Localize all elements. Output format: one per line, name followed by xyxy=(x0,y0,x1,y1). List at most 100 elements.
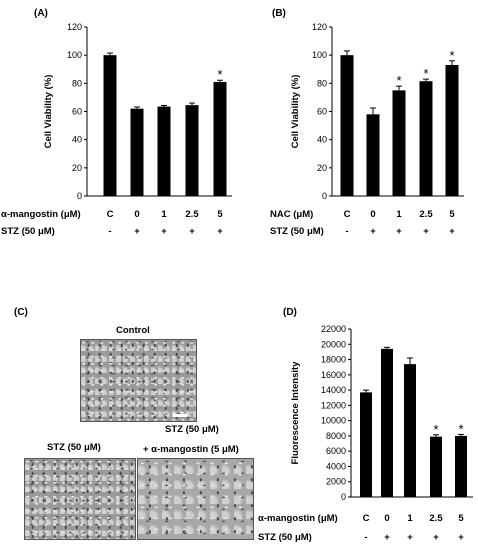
micrograph-label-stz-mangostin: + α-mangostin (5 μM) xyxy=(143,444,239,455)
y-tick-label: 100 xyxy=(312,50,327,60)
row-value: + xyxy=(384,532,390,543)
scale-bar xyxy=(173,414,188,417)
y-tick-label: 20 xyxy=(72,163,82,173)
micrograph-label-stz: STZ (50 μM) xyxy=(47,442,101,453)
y-tick-label: 2000 xyxy=(326,477,346,487)
row-value: 0 xyxy=(134,209,139,220)
bar-5 xyxy=(455,435,467,497)
y-axis-label: Cell Viability (%) xyxy=(43,75,54,149)
panel-label-c: (C) xyxy=(14,307,28,318)
significance-marker: * xyxy=(449,48,454,63)
row-value: + xyxy=(161,226,167,237)
row-value: + xyxy=(458,532,464,543)
significance-marker: * xyxy=(423,66,428,81)
row-value: 5 xyxy=(458,513,464,524)
y-tick-label: 8000 xyxy=(326,431,346,441)
significance-marker: * xyxy=(433,422,438,437)
row-value: 1 xyxy=(161,209,167,220)
bar-0 xyxy=(366,114,380,196)
row-value: + xyxy=(433,532,439,543)
y-tick-label: 80 xyxy=(317,78,327,88)
y-tick-label: 20000 xyxy=(321,339,346,349)
y-tick-label: 40 xyxy=(72,135,82,145)
bar-0 xyxy=(381,348,393,497)
y-tick-label: 120 xyxy=(67,22,82,32)
bar-2.5 xyxy=(185,105,199,196)
y-axis-label: Cell Viability (%) xyxy=(290,75,301,149)
y-tick-label: 80 xyxy=(72,78,82,88)
y-axis-label: Fluorescence Intensity xyxy=(290,361,301,465)
panel-label-d: (D) xyxy=(283,307,297,318)
row-value: 1 xyxy=(396,209,402,220)
row-value: - xyxy=(345,226,348,237)
y-tick-label: 6000 xyxy=(326,446,346,456)
bar-2.5 xyxy=(419,81,433,196)
bar-1 xyxy=(157,106,171,196)
row-value: + xyxy=(423,226,429,237)
y-tick-label: 20 xyxy=(317,163,327,173)
y-tick-label: 60 xyxy=(317,107,327,117)
row-value: C xyxy=(107,209,114,220)
significance-marker: * xyxy=(217,67,222,82)
bar-5 xyxy=(213,81,227,196)
panel-label-a: (A) xyxy=(34,8,48,19)
row-value: 0 xyxy=(370,209,375,220)
row-value: 2.5 xyxy=(185,209,199,220)
row-value: 5 xyxy=(449,209,455,220)
y-tick-label: 100 xyxy=(67,50,82,60)
row-value: + xyxy=(370,226,376,237)
significance-marker: * xyxy=(396,73,401,88)
row-value: 1 xyxy=(407,513,413,524)
y-tick-label: 0 xyxy=(341,492,346,502)
row-value: C xyxy=(363,513,370,524)
row-value: C xyxy=(344,209,351,220)
row-label: STZ (50 μM) xyxy=(1,226,55,237)
bar-C xyxy=(360,392,372,497)
row-value: + xyxy=(134,226,140,237)
y-tick-label: 0 xyxy=(322,191,327,201)
row-value: + xyxy=(407,532,413,543)
row-value: 2.5 xyxy=(429,513,443,524)
row-label: α-mangostin (μM) xyxy=(1,209,81,220)
y-tick-label: 16000 xyxy=(321,370,346,380)
significance-marker: * xyxy=(458,421,463,436)
row-value: + xyxy=(217,226,223,237)
y-tick-label: 12000 xyxy=(321,400,346,410)
y-tick-label: 4000 xyxy=(326,461,346,471)
row-value: 0 xyxy=(384,513,389,524)
row-label: α-mangostin (μM) xyxy=(258,513,338,524)
panel-label-b: (B) xyxy=(272,8,286,19)
row-value: + xyxy=(449,226,455,237)
bar-C xyxy=(103,55,117,196)
y-tick-label: 22000 xyxy=(321,324,346,334)
bar-1 xyxy=(392,90,406,196)
row-value: 5 xyxy=(217,209,223,220)
micrograph-stz-mangostin xyxy=(137,458,254,540)
row-value: + xyxy=(189,226,195,237)
y-tick-label: 14000 xyxy=(321,385,346,395)
row-label: STZ (50 μM) xyxy=(270,226,324,237)
micrograph-stz xyxy=(24,458,136,540)
y-tick-label: 0 xyxy=(77,191,82,201)
y-tick-label: 60 xyxy=(72,107,82,117)
bar-0 xyxy=(130,108,144,196)
bar-5 xyxy=(445,65,459,197)
y-tick-label: 120 xyxy=(312,22,327,32)
y-tick-label: 10000 xyxy=(321,416,346,426)
row-value: - xyxy=(108,226,111,237)
row-value: - xyxy=(364,532,367,543)
micrograph-label-stz-top: STZ (50 μM) xyxy=(165,424,219,435)
bar-C xyxy=(340,55,354,196)
micrograph-label-control: Control xyxy=(116,325,150,336)
row-value: + xyxy=(396,226,402,237)
row-label: NAC (μM) xyxy=(270,209,313,220)
y-tick-label: 40 xyxy=(317,135,327,145)
y-tick-label: 18000 xyxy=(321,355,346,365)
row-label: STZ (50 μM) xyxy=(258,532,312,543)
bar-1 xyxy=(404,364,416,497)
micrograph-control xyxy=(80,339,197,422)
